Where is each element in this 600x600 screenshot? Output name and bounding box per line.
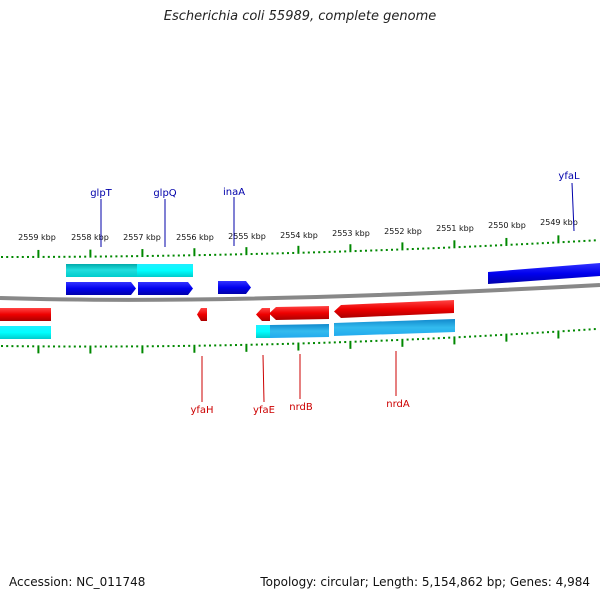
scale-label: 2559 kbp — [18, 233, 56, 242]
scale-label: 2553 kbp — [332, 229, 370, 238]
accession-text: Accession: NC_011748 — [9, 575, 146, 589]
scale-label: 2550 kbp — [488, 221, 526, 230]
gene-inaA[interactable] — [218, 281, 251, 294]
genome-title: Escherichia coli 55989, complete genome — [163, 9, 437, 24]
gene-nrdB[interactable] — [269, 306, 329, 320]
leader-line-yfaL — [571, 182, 575, 232]
scale-label: 2551 kbp — [436, 224, 474, 233]
gene-yfaH[interactable] — [197, 308, 207, 321]
genome-summary-text: Topology: circular; Length: 5,154,862 bp… — [260, 575, 590, 589]
cds-left-reverse[interactable] — [0, 326, 51, 339]
scale-label: 2554 kbp — [280, 231, 318, 240]
gene-glpT[interactable] — [66, 282, 136, 295]
gene-label-glpT: glpT — [90, 188, 112, 199]
cds-nrdA[interactable] — [334, 319, 455, 336]
genome-backbone — [0, 283, 600, 302]
gene-label-inaA: inaA — [223, 187, 245, 198]
cds-glpQ[interactable] — [137, 264, 193, 277]
gene-yfaE[interactable] — [256, 308, 270, 321]
top-tick-track — [1, 235, 596, 258]
gene-label-yfaE: yfaE — [253, 405, 275, 416]
cds-glpT[interactable] — [66, 264, 137, 277]
gene-nrdA[interactable] — [334, 300, 454, 318]
cds-yfaE[interactable] — [256, 325, 270, 338]
gene-left-reverse[interactable] — [0, 308, 51, 321]
gene-label-nrdA: nrdA — [386, 399, 410, 410]
scale-label: 2556 kbp — [176, 233, 214, 242]
gene-label-glpQ: glpQ — [153, 188, 176, 199]
scale-label: 2557 kbp — [123, 233, 161, 242]
gene-label-yfaL: yfaL — [558, 171, 580, 182]
leader-line-yfaE — [262, 354, 265, 403]
cds-yfaL[interactable] — [488, 263, 600, 284]
scale-label: 2552 kbp — [384, 227, 422, 236]
scale-label: 2558 kbp — [71, 233, 109, 242]
bottom-tick-track — [1, 328, 596, 354]
scale-label: 2549 kbp — [540, 218, 578, 227]
gene-label-nrdB: nrdB — [289, 402, 313, 413]
scale-label: 2555 kbp — [228, 232, 266, 241]
cds-nrdB[interactable] — [270, 324, 329, 338]
gene-glpQ[interactable] — [138, 282, 193, 295]
gene-label-yfaH: yfaH — [190, 405, 213, 416]
